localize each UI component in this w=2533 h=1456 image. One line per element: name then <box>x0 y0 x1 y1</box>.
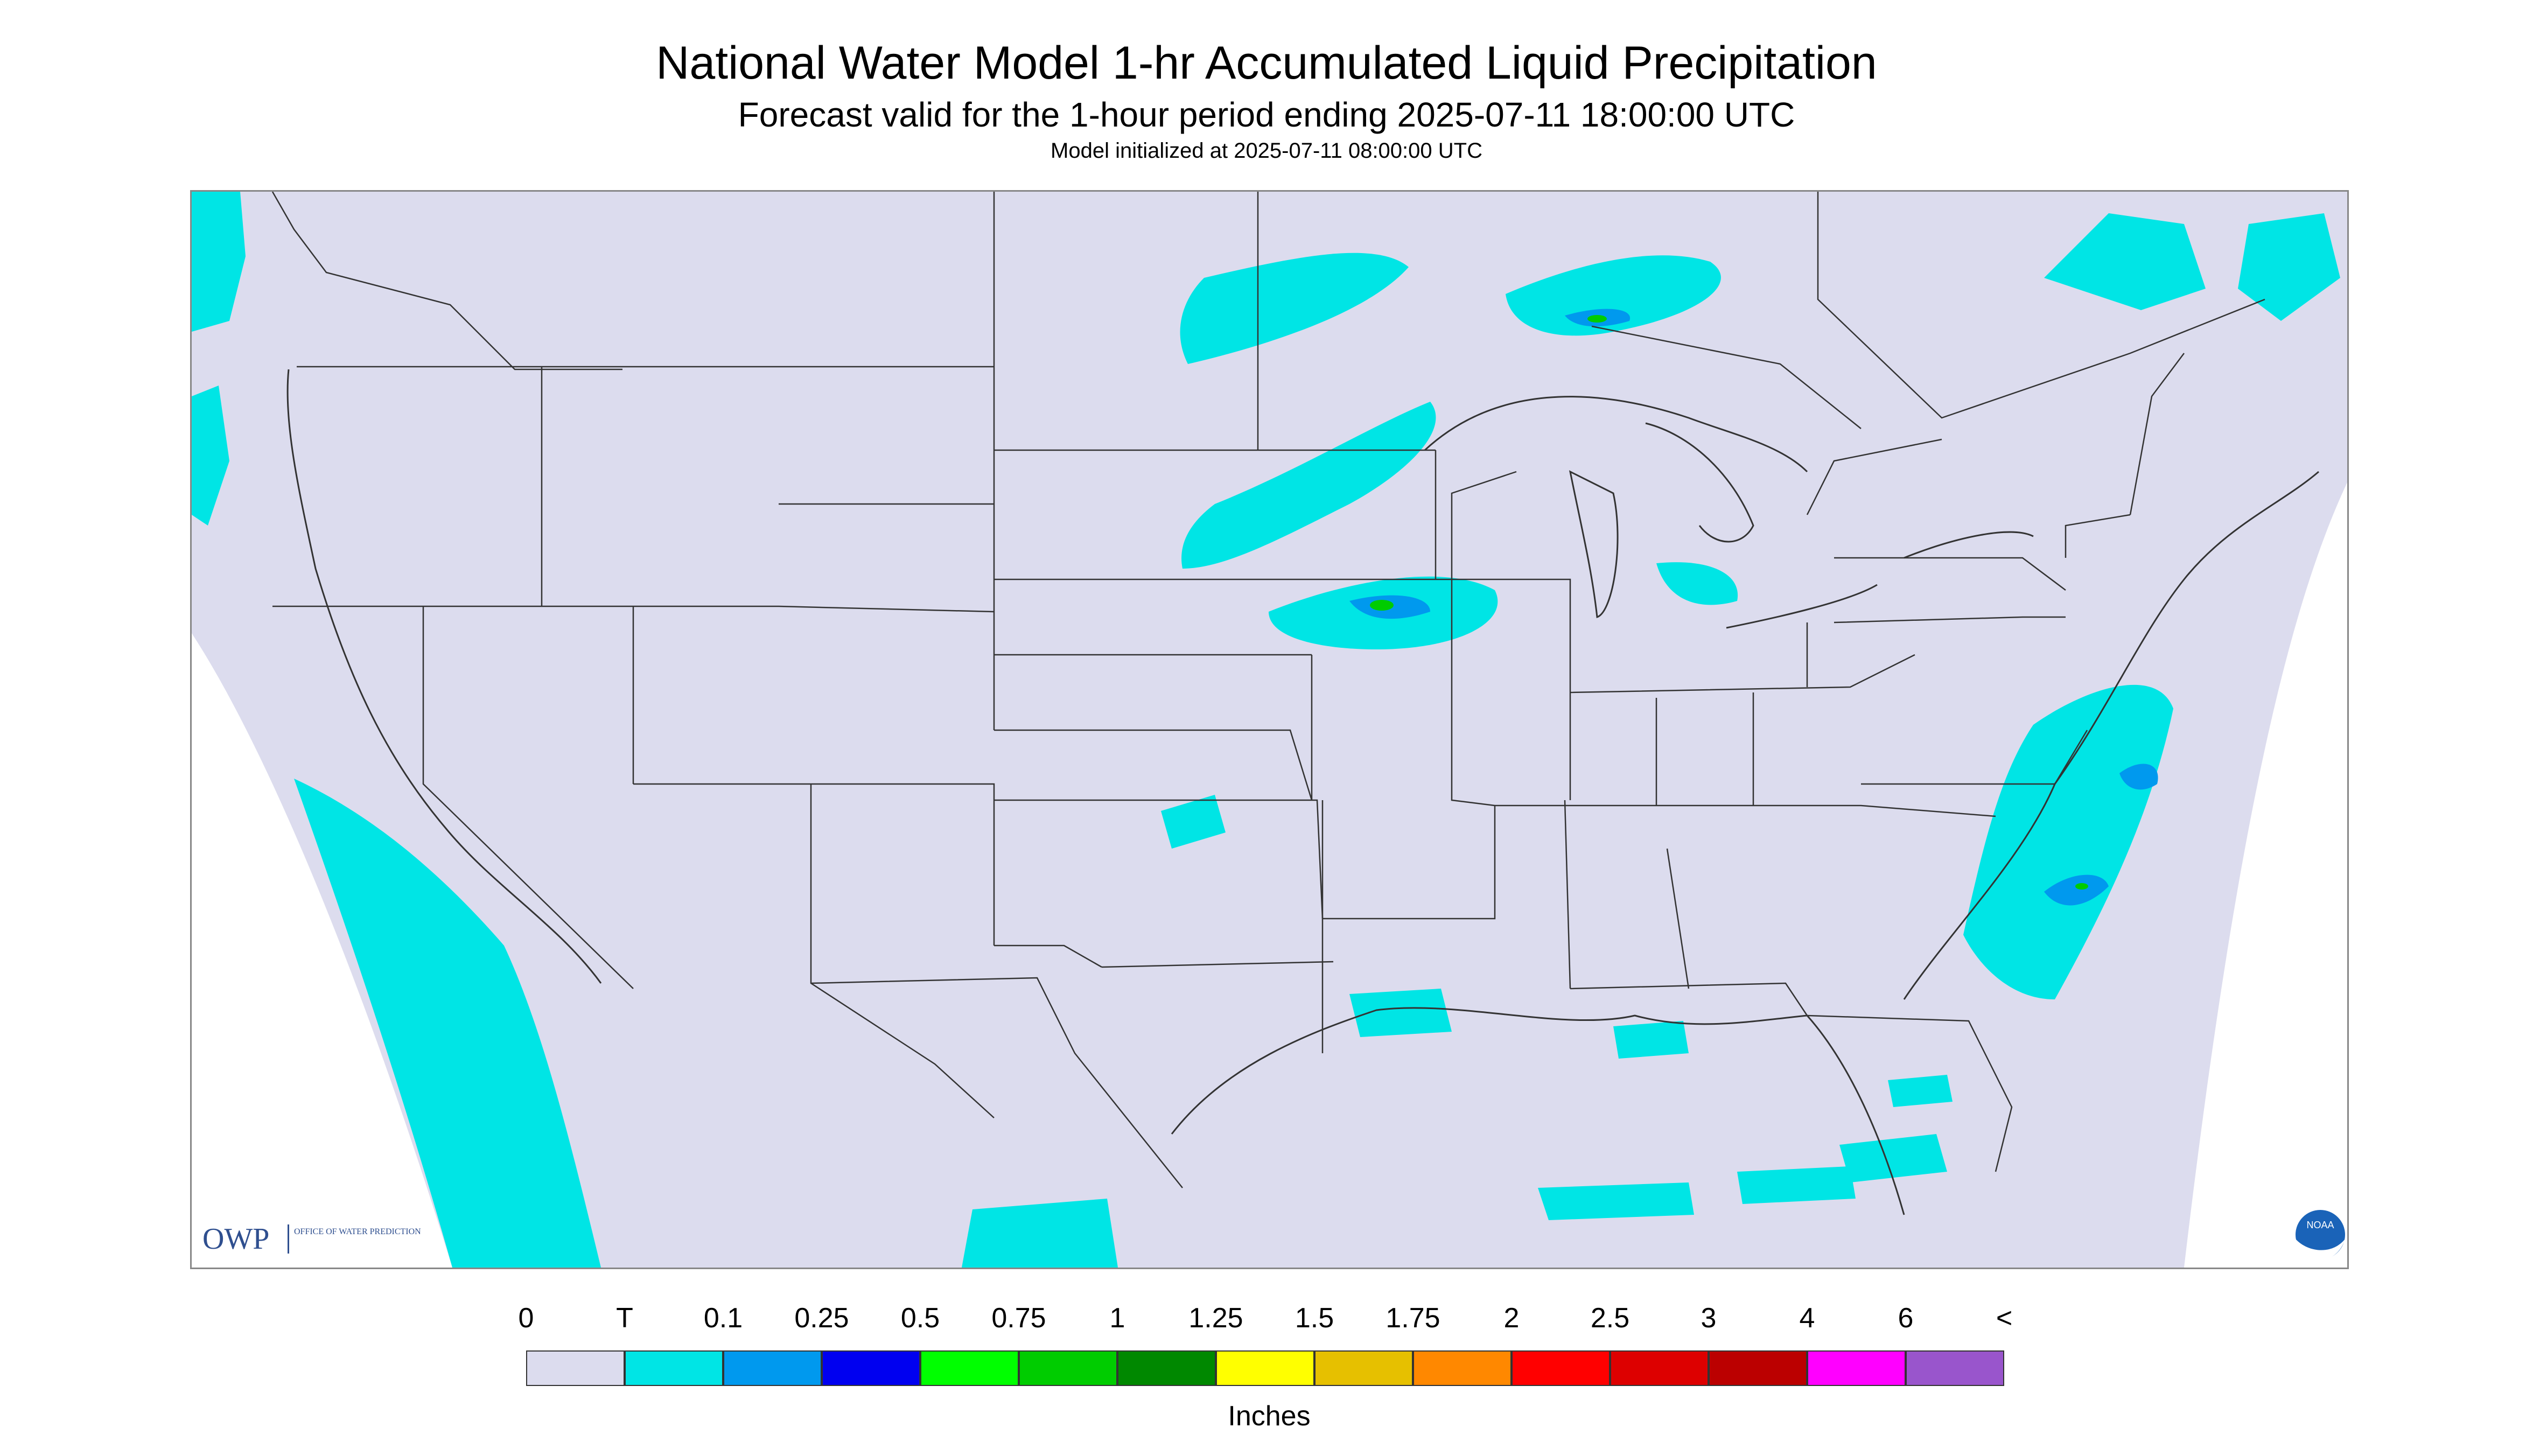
legend-label: 0.75 <box>991 1303 1046 1334</box>
legend-swatch <box>1413 1350 1512 1386</box>
legend-label: 0 <box>518 1303 534 1334</box>
map-title: National Water Model 1-hr Accumulated Li… <box>656 37 1877 89</box>
legend-swatch <box>1512 1350 1610 1386</box>
legend-label: 2.5 <box>1590 1303 1630 1334</box>
precipitation-legend: 0 T 0.1 0.25 0.5 0.75 1 1.25 1.5 1.75 2 2.5 3 4 6 < Inc… <box>519 1292 2013 1432</box>
legend-label: < <box>1996 1303 2013 1334</box>
great-lakes <box>1424 396 2034 629</box>
trace-precip-areas <box>192 192 2340 1268</box>
legend-units: Inches <box>1228 1401 1311 1432</box>
map-subtitle: Forecast valid for the 1-hour period end… <box>738 95 1795 134</box>
noaa-text: NOAA <box>2306 1220 2334 1230</box>
legend-swatch <box>526 1350 625 1386</box>
legend-label: 0.1 <box>703 1303 743 1334</box>
legend-swatch <box>1019 1350 1117 1386</box>
legend-swatch <box>822 1350 920 1386</box>
model-init-line: Model initialized at 2025-07-11 08:00:00… <box>1051 139 1482 163</box>
coastlines <box>286 369 2319 1215</box>
legend-swatch <box>625 1350 723 1386</box>
legend-label: 6 <box>1898 1303 1914 1334</box>
legend-label: 0.25 <box>794 1303 849 1334</box>
legend-label: 4 <box>1799 1303 1815 1334</box>
legend-label: 3 <box>1701 1303 1717 1334</box>
legend-label: 0.5 <box>900 1303 940 1334</box>
legend-swatch <box>723 1350 822 1386</box>
legend-swatch <box>1906 1350 2004 1386</box>
owp-text: OFFICE OF WATER PREDICTION <box>294 1227 421 1236</box>
legend-swatch <box>920 1350 1019 1386</box>
precipitation-map: OWP OFFICE OF WATER PREDICTION NOAA <box>190 190 2349 1269</box>
legend-label: 1.25 <box>1188 1303 1243 1334</box>
map-canvas: OWP OFFICE OF WATER PREDICTION NOAA <box>192 192 2347 1268</box>
legend-swatch <box>1610 1350 1709 1386</box>
legend-label: 2 <box>1503 1303 1520 1334</box>
owp-mark: OWP <box>202 1222 269 1256</box>
legend-swatch <box>1117 1350 1216 1386</box>
legend-swatch <box>1314 1350 1413 1386</box>
legend-label: 1.75 <box>1386 1303 1440 1334</box>
legend-label: T <box>616 1303 633 1334</box>
legend-label: 1.5 <box>1295 1303 1334 1334</box>
owp-logo: OWP OFFICE OF WATER PREDICTION <box>202 1222 421 1256</box>
political-boundaries <box>271 192 2265 1188</box>
noaa-logo: NOAA <box>2296 1210 2345 1261</box>
legend-swatch <box>1216 1350 1314 1386</box>
legend-label: 1 <box>1109 1303 1125 1334</box>
moderate-precip-cores <box>1370 315 2088 890</box>
owp-divider <box>288 1224 289 1254</box>
legend-swatch <box>1709 1350 1807 1386</box>
legend-swatch <box>1807 1350 1906 1386</box>
